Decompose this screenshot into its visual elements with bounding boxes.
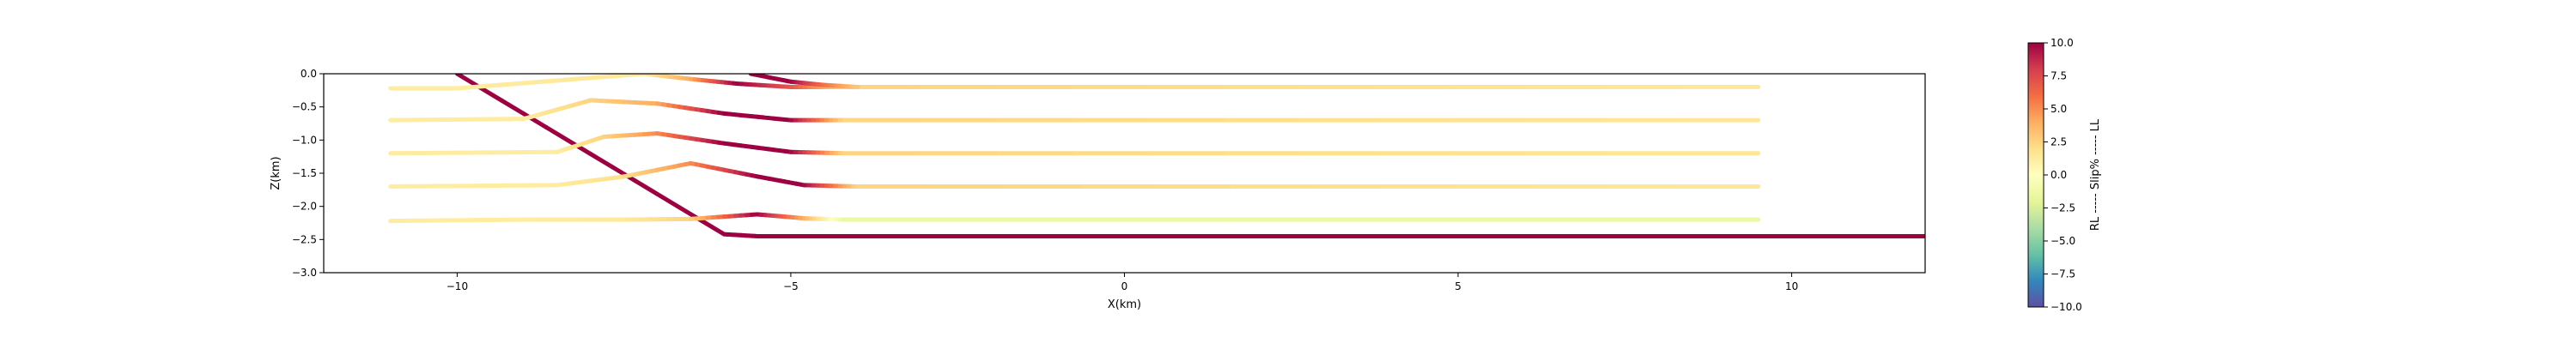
colorbar-tick-label: 2.5 (2050, 136, 2067, 148)
y-tick-label: −3.0 (292, 267, 317, 279)
plot-frame (323, 73, 1926, 274)
slip-segment (548, 77, 568, 84)
main-axes: −10 −5 0 5 10 0.0 −0.5 −1.0 −1.5 −2.0 −2.5 −3.0 X(… (270, 68, 1926, 311)
colorbar-tick-label: −2.5 (2050, 202, 2075, 214)
y-axis-label: Z(km) (270, 156, 283, 190)
y-tick-label: −1.5 (292, 167, 317, 179)
slip-segment (579, 75, 600, 81)
slip-segment (501, 81, 522, 87)
colorbar-tick-label: 7.5 (2050, 70, 2067, 82)
slip-segment (633, 178, 660, 196)
slip-segment (544, 124, 571, 143)
x-tick-label: 10 (1785, 280, 1798, 292)
series-layer (388, 74, 1925, 238)
fault-trace-series-1 (388, 212, 1761, 224)
fault-trace-series-4 (388, 98, 1761, 123)
slip-segment (517, 80, 538, 86)
slip-segment (454, 85, 476, 91)
fault-trace-series-6 (748, 74, 860, 89)
colorbar-label: RL ----- Slip% ----- LL (2089, 118, 2102, 231)
fault-trace-series-2 (388, 160, 1761, 189)
y-tick-label: −1.0 (292, 134, 317, 146)
y-tick-label: −0.5 (292, 101, 317, 113)
colorbar-ticks: 10.0 7.5 5.0 2.5 0.0 −2.5 −5.0 −7.5 −10.0 (2044, 37, 2082, 313)
slip-segment (471, 83, 491, 90)
colorbar-tick-label: −5.0 (2050, 235, 2075, 247)
x-tick-label: 5 (1455, 280, 1461, 292)
y-axis: 0.0 −0.5 −1.0 −1.5 −2.0 −2.5 −3.0 (292, 68, 324, 279)
slip-segment (566, 138, 593, 157)
slip-segment (699, 219, 726, 237)
slip-segment (499, 98, 526, 117)
colorbar: 10.0 7.5 5.0 2.5 0.0 −2.5 −5.0 −7.5 −10.0 RL ---… (2027, 37, 2102, 313)
fault-trace-series-0 (454, 74, 1925, 238)
colorbar-strip (2027, 42, 2044, 308)
slip-segment (486, 82, 507, 88)
y-tick-label: −2.5 (292, 233, 317, 245)
slip-segment (611, 165, 638, 184)
colorbar-tick-label: −10.0 (2050, 301, 2082, 313)
slip-segment (655, 191, 682, 210)
colorbar-tick-label: 5.0 (2050, 103, 2067, 115)
x-tick-label: 0 (1121, 280, 1128, 292)
slip-segment (477, 85, 504, 103)
fault-trace-series-3 (388, 131, 1761, 156)
slip-segment (595, 74, 616, 80)
colorbar-tick-label: 0.0 (2050, 169, 2067, 181)
x-axis: −10 −5 0 5 10 (447, 273, 1798, 292)
x-tick-label: −10 (447, 280, 468, 292)
y-tick-label: 0.0 (301, 68, 317, 80)
y-tick-label: −2.0 (292, 201, 317, 213)
x-tick-label: −5 (783, 280, 799, 292)
slip-segment (532, 79, 553, 85)
slip-segment (588, 152, 616, 170)
colorbar-tick-label: −7.5 (2050, 268, 2075, 280)
fault-trace-series-5 (388, 74, 1761, 91)
slip-segment (563, 76, 584, 82)
x-axis-label: X(km) (1108, 298, 1141, 311)
colorbar-tick-label: 10.0 (2050, 37, 2074, 49)
